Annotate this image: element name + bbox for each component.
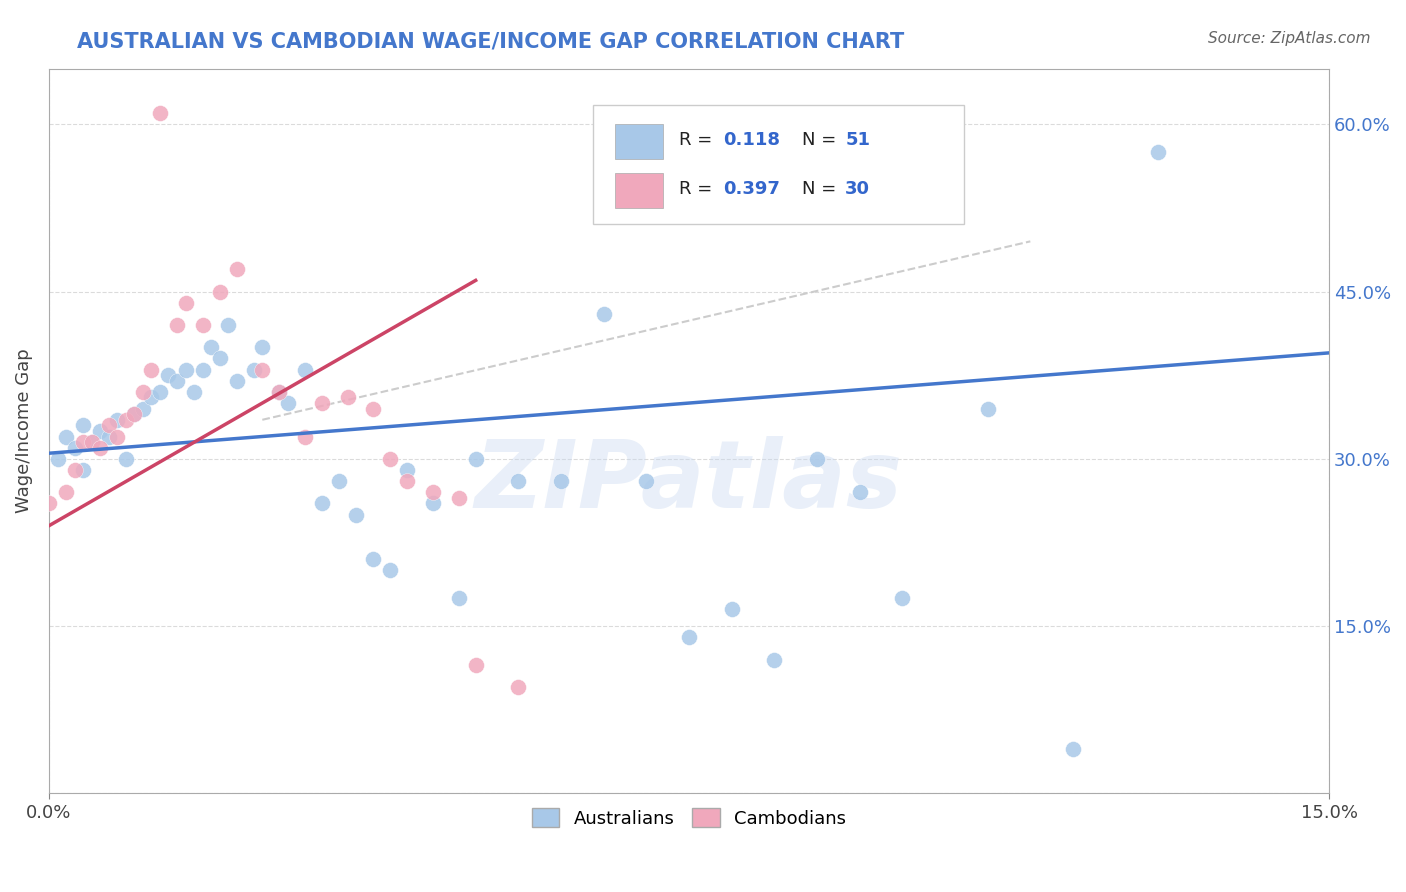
Point [1062, 741, 1084, 756]
Point [550, 474, 572, 488]
Point [80, 435, 103, 450]
Point [105, 429, 128, 443]
Point [311, 496, 333, 510]
Point [336, 391, 359, 405]
Text: 51: 51 [845, 130, 870, 149]
Point [294, 362, 316, 376]
FancyBboxPatch shape [614, 173, 664, 208]
FancyBboxPatch shape [614, 124, 664, 159]
Point [124, 407, 146, 421]
Point [141, 362, 163, 376]
Point [55, 485, 77, 500]
Point [132, 384, 155, 399]
Point [277, 396, 299, 410]
Point [361, 401, 384, 416]
Point [97, 429, 120, 443]
Text: 30: 30 [845, 180, 870, 198]
Point [294, 429, 316, 443]
Point [114, 413, 136, 427]
Point [891, 591, 914, 606]
Point [252, 340, 274, 354]
Point [105, 413, 128, 427]
Point [396, 474, 419, 488]
Point [447, 591, 470, 606]
Text: N =: N = [801, 180, 842, 198]
Point [720, 602, 742, 616]
Point [311, 396, 333, 410]
Point [157, 368, 180, 383]
Point [636, 474, 658, 488]
Point [447, 491, 470, 505]
Point [46, 451, 69, 466]
Point [464, 658, 486, 673]
Text: 0.118: 0.118 [724, 130, 780, 149]
Point [191, 362, 214, 376]
Point [1147, 145, 1170, 160]
Point [422, 485, 444, 500]
Point [328, 474, 350, 488]
Point [72, 463, 94, 477]
Point [174, 295, 197, 310]
Point [361, 552, 384, 566]
Text: R =: R = [679, 180, 717, 198]
Point [89, 424, 111, 438]
Point [174, 362, 197, 376]
Point [97, 418, 120, 433]
Point [396, 463, 419, 477]
Point [132, 401, 155, 416]
Point [89, 441, 111, 455]
Point [166, 374, 188, 388]
Point [208, 285, 231, 299]
Point [38, 496, 60, 510]
Point [63, 463, 86, 477]
Point [225, 262, 247, 277]
Point [269, 384, 291, 399]
Point [72, 418, 94, 433]
Point [252, 362, 274, 376]
Point [217, 318, 239, 332]
Text: R =: R = [679, 130, 717, 149]
Point [763, 156, 786, 170]
Text: AUSTRALIAN VS CAMBODIAN WAGE/INCOME GAP CORRELATION CHART: AUSTRALIAN VS CAMBODIAN WAGE/INCOME GAP … [77, 31, 904, 51]
Point [380, 451, 402, 466]
Point [149, 106, 172, 120]
Point [208, 351, 231, 366]
Point [464, 451, 486, 466]
Point [422, 496, 444, 510]
Text: N =: N = [801, 130, 842, 149]
Point [149, 384, 172, 399]
Point [380, 563, 402, 577]
Point [976, 401, 998, 416]
Text: 0.397: 0.397 [724, 180, 780, 198]
Point [763, 652, 786, 666]
Point [80, 435, 103, 450]
Point [678, 630, 700, 644]
Point [508, 681, 530, 695]
Point [508, 474, 530, 488]
Point [242, 362, 264, 376]
Text: ZIPatlas: ZIPatlas [475, 435, 903, 528]
Point [72, 435, 94, 450]
Legend: Australians, Cambodians: Australians, Cambodians [524, 801, 853, 835]
Text: Source: ZipAtlas.com: Source: ZipAtlas.com [1208, 31, 1371, 46]
Point [200, 340, 222, 354]
Point [124, 407, 146, 421]
Point [166, 318, 188, 332]
Point [344, 508, 367, 522]
Point [183, 384, 205, 399]
Point [848, 485, 870, 500]
Point [191, 318, 214, 332]
Point [55, 429, 77, 443]
FancyBboxPatch shape [593, 104, 965, 225]
Point [63, 441, 86, 455]
Point [592, 307, 614, 321]
Y-axis label: Wage/Income Gap: Wage/Income Gap [15, 349, 32, 513]
Point [806, 451, 828, 466]
Point [141, 391, 163, 405]
Point [114, 451, 136, 466]
Point [269, 384, 291, 399]
Point [225, 374, 247, 388]
